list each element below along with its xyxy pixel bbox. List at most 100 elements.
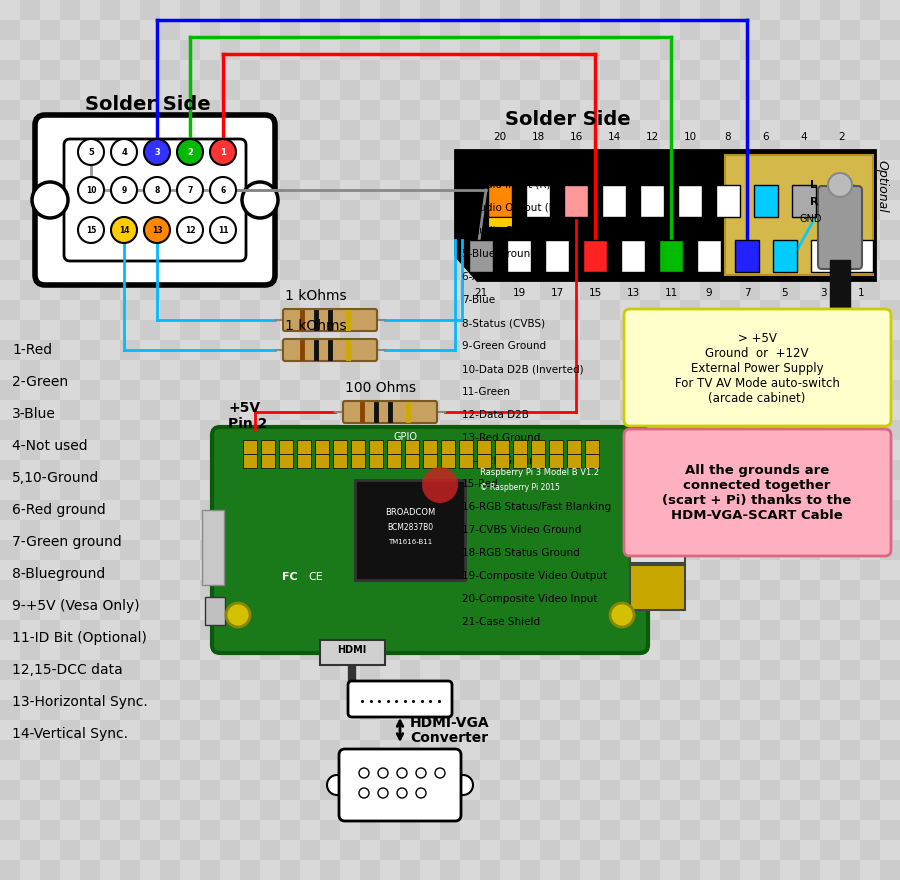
Bar [80,320,100,340]
Circle shape [78,217,104,243]
Bar [560,320,580,340]
Bar [880,200,900,220]
Bar [120,80,140,100]
Bar [500,580,520,600]
Bar [240,440,260,460]
Bar [360,240,380,260]
Text: 7-Green ground: 7-Green ground [12,535,122,549]
Bar [840,700,860,720]
Bar [800,800,820,820]
Bar [40,580,60,600]
Bar [260,820,280,840]
Bar [340,280,360,300]
Bar [100,440,120,460]
Bar [100,600,120,620]
Bar [202,510,224,585]
Bar [740,380,760,400]
Bar [600,840,620,860]
Bar [820,260,840,280]
FancyBboxPatch shape [343,401,437,423]
Bar [840,0,860,20]
Bar [220,300,240,320]
Bar [800,780,820,800]
Bar [720,20,740,40]
Bar [840,60,860,80]
Bar [20,160,40,180]
Bar [860,620,880,640]
Bar [620,500,640,520]
Bar [880,640,900,660]
Bar [140,280,160,300]
Bar [40,40,60,60]
Bar [460,860,480,880]
Bar [20,40,40,60]
Bar [120,820,140,840]
Bar [180,720,200,740]
Bar [300,40,320,60]
Bar [540,340,560,360]
Bar [780,100,800,120]
Bar [560,800,580,820]
Bar [480,0,500,20]
Bar [420,800,440,820]
Bar [440,200,460,220]
Bar [880,300,900,320]
Bar [320,720,340,740]
Bar [400,420,420,440]
Bar [60,540,80,560]
Bar [680,120,700,140]
Text: L: L [810,180,817,190]
Bar [780,620,800,640]
Bar [333,440,347,454]
Bar [880,80,900,100]
Bar [880,580,900,600]
Bar [540,100,560,120]
Bar [740,160,760,180]
Bar [280,620,300,640]
Bar [220,200,240,220]
Bar [660,680,680,700]
Bar [860,320,880,340]
Bar [200,400,220,420]
Circle shape [416,788,426,798]
Bar [240,780,260,800]
Bar [240,260,260,280]
Bar [520,520,540,540]
Bar [0,160,20,180]
Bar [560,620,580,640]
Bar [80,60,100,80]
Bar [500,860,520,880]
Bar [760,40,780,60]
Bar [620,860,640,880]
Bar [480,400,500,420]
Bar [800,520,820,540]
Bar [140,580,160,600]
Bar [200,380,220,400]
Bar [620,440,640,460]
Bar [720,860,740,880]
Bar [80,600,100,620]
Bar [880,480,900,500]
Bar [840,200,860,220]
Bar [280,820,300,840]
Bar [720,460,740,480]
Bar [740,300,760,320]
Bar [260,180,280,200]
Bar [800,160,820,180]
Bar [700,720,720,740]
Bar [480,440,500,460]
Bar [460,120,480,140]
Bar [60,380,80,400]
Bar [240,320,260,340]
Bar [160,680,180,700]
Bar [600,500,620,520]
Bar [660,420,680,440]
Bar [80,340,100,360]
Bar [420,760,440,780]
Text: 4: 4 [801,132,807,142]
Bar [340,300,360,320]
Bar [460,820,480,840]
Bar [720,780,740,800]
Bar [880,740,900,760]
Bar [860,20,880,40]
